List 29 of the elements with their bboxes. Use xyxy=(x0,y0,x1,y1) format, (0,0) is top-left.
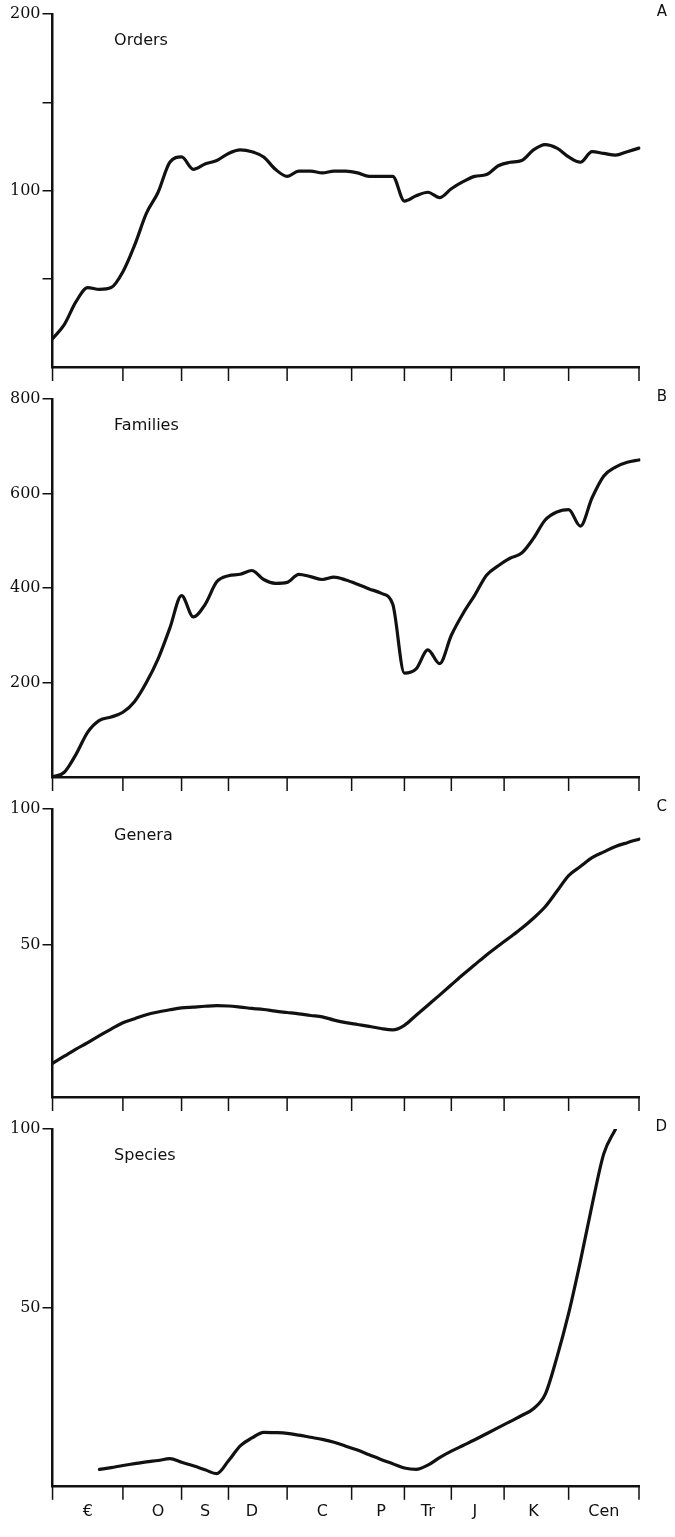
text: D xyxy=(655,1116,667,1135)
text: Orders xyxy=(114,30,168,50)
text: A xyxy=(656,1,668,20)
x-tick-label: K xyxy=(528,1500,540,1520)
y-tick-label: 200 xyxy=(9,3,41,23)
y-tick-label: 50 xyxy=(20,934,41,954)
x-tick-label: J xyxy=(471,1500,478,1520)
y-tick-label: 100 xyxy=(9,1118,41,1138)
y-tick-label: 100 xyxy=(9,798,41,818)
y-tick-label: 600 xyxy=(9,482,41,502)
x-tick-label: D xyxy=(245,1500,259,1520)
x-tick-label: S xyxy=(199,1500,211,1520)
text: Species xyxy=(114,1145,176,1165)
text: Genera xyxy=(114,825,173,845)
x-tick-label: C xyxy=(316,1500,328,1520)
text: Families xyxy=(114,415,179,435)
x-tick-label: Cen xyxy=(588,1500,620,1520)
y-tick-label: 200 xyxy=(9,671,41,691)
text: B xyxy=(656,386,667,405)
text: C xyxy=(656,796,667,815)
x-tick-label: Tr xyxy=(419,1500,436,1520)
x-tick-label: O xyxy=(151,1500,165,1520)
y-tick-label: 400 xyxy=(9,577,41,597)
line-series xyxy=(97,1129,618,1476)
x-tick-label: P xyxy=(376,1500,387,1520)
y-tick-label: 50 xyxy=(20,1296,41,1316)
y-tick-label: 100 xyxy=(9,179,41,199)
y-tick-label: 800 xyxy=(9,388,41,408)
x-tick-label: € xyxy=(82,1500,93,1520)
